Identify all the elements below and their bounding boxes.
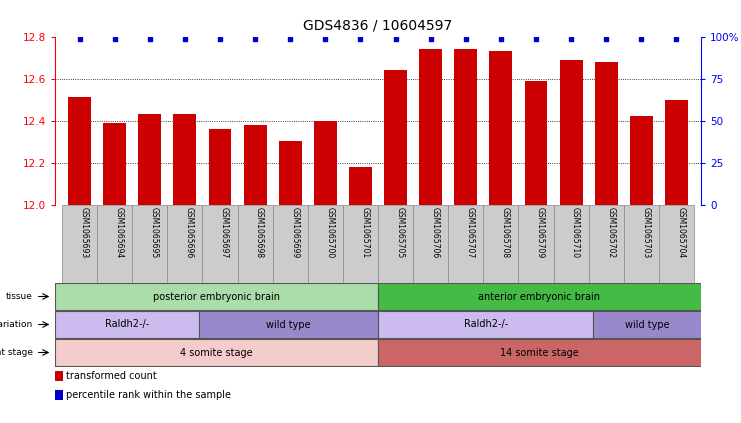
Text: Raldh2-/-: Raldh2-/- bbox=[464, 319, 508, 330]
Bar bbox=[665, 99, 688, 204]
Bar bbox=[519, 204, 554, 283]
Text: GSM1065695: GSM1065695 bbox=[150, 207, 159, 258]
Bar bbox=[55, 390, 63, 400]
Text: GSM1065704: GSM1065704 bbox=[677, 207, 685, 258]
Text: GDS4836 / 10604597: GDS4836 / 10604597 bbox=[303, 18, 453, 32]
Bar bbox=[595, 62, 617, 204]
Text: 4 somite stage: 4 somite stage bbox=[180, 348, 253, 357]
Text: GSM1065697: GSM1065697 bbox=[220, 207, 229, 258]
Bar bbox=[490, 51, 512, 204]
Text: GSM1065709: GSM1065709 bbox=[536, 207, 545, 258]
Bar bbox=[378, 204, 413, 283]
Bar bbox=[384, 70, 407, 204]
Text: GSM1065698: GSM1065698 bbox=[255, 207, 264, 258]
Text: GSM1065703: GSM1065703 bbox=[641, 207, 651, 258]
Bar bbox=[132, 204, 167, 283]
Text: GSM1065696: GSM1065696 bbox=[185, 207, 194, 258]
Bar bbox=[378, 283, 701, 310]
Text: GSM1065700: GSM1065700 bbox=[325, 207, 334, 258]
Text: GSM1065707: GSM1065707 bbox=[466, 207, 475, 258]
Bar bbox=[244, 125, 267, 204]
Bar bbox=[55, 371, 63, 381]
Bar bbox=[68, 97, 91, 204]
Bar bbox=[55, 283, 378, 310]
Text: posterior embryonic brain: posterior embryonic brain bbox=[153, 291, 280, 302]
Bar bbox=[378, 339, 701, 366]
Bar bbox=[413, 204, 448, 283]
Text: GSM1065702: GSM1065702 bbox=[606, 207, 615, 258]
Bar bbox=[559, 60, 582, 204]
Bar bbox=[279, 142, 302, 204]
Text: GSM1065706: GSM1065706 bbox=[431, 207, 439, 258]
Bar bbox=[525, 81, 548, 204]
Text: GSM1065705: GSM1065705 bbox=[396, 207, 405, 258]
Bar bbox=[202, 204, 238, 283]
Text: percentile rank within the sample: percentile rank within the sample bbox=[66, 390, 231, 400]
Bar bbox=[308, 204, 343, 283]
Bar bbox=[343, 204, 378, 283]
Text: wild type: wild type bbox=[625, 319, 669, 330]
Bar bbox=[55, 311, 199, 338]
Text: GSM1065699: GSM1065699 bbox=[290, 207, 299, 258]
Text: tissue: tissue bbox=[6, 292, 33, 301]
Text: anterior embryonic brain: anterior embryonic brain bbox=[479, 291, 600, 302]
Text: development stage: development stage bbox=[0, 348, 33, 357]
Bar bbox=[199, 311, 378, 338]
Bar bbox=[624, 204, 659, 283]
Bar bbox=[588, 204, 624, 283]
Text: GSM1065693: GSM1065693 bbox=[79, 207, 89, 258]
Bar bbox=[349, 167, 372, 204]
Bar bbox=[448, 204, 483, 283]
Text: genotype/variation: genotype/variation bbox=[0, 320, 33, 329]
Text: transformed count: transformed count bbox=[66, 371, 157, 381]
Text: Raldh2-/-: Raldh2-/- bbox=[104, 319, 149, 330]
Bar bbox=[139, 114, 162, 204]
Bar bbox=[483, 204, 519, 283]
Text: GSM1065710: GSM1065710 bbox=[571, 207, 580, 258]
Bar bbox=[273, 204, 308, 283]
Bar bbox=[419, 49, 442, 204]
Bar bbox=[554, 204, 588, 283]
Bar bbox=[378, 311, 594, 338]
Bar bbox=[209, 129, 231, 204]
Bar bbox=[454, 49, 477, 204]
Text: 14 somite stage: 14 somite stage bbox=[500, 348, 579, 357]
Bar bbox=[173, 114, 196, 204]
Bar bbox=[314, 121, 336, 204]
Text: GSM1065701: GSM1065701 bbox=[360, 207, 370, 258]
Bar bbox=[55, 339, 378, 366]
Bar bbox=[103, 123, 126, 204]
Text: GSM1065708: GSM1065708 bbox=[501, 207, 510, 258]
Text: wild type: wild type bbox=[266, 319, 310, 330]
Bar bbox=[659, 204, 694, 283]
Bar bbox=[238, 204, 273, 283]
Bar bbox=[97, 204, 132, 283]
Bar bbox=[167, 204, 202, 283]
Bar bbox=[594, 311, 701, 338]
Bar bbox=[62, 204, 97, 283]
Bar bbox=[630, 116, 653, 204]
Text: GSM1065694: GSM1065694 bbox=[115, 207, 124, 258]
